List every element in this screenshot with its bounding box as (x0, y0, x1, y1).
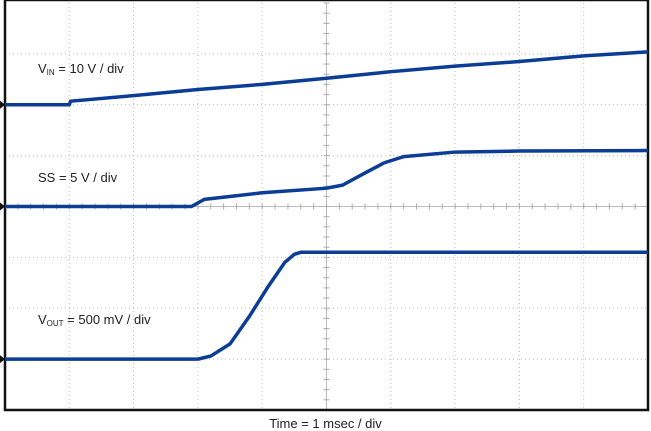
trace-ss (5, 148, 649, 209)
x-axis-label: Time = 1 msec / div (269, 416, 382, 431)
ground-marker-vin (0, 100, 5, 109)
ss-label: SS = 5 V / div (38, 170, 118, 185)
vout-label: VOUT = 500 mV / div (38, 312, 151, 328)
ground-marker-vout (0, 355, 5, 364)
trace-vout (5, 250, 648, 361)
trace-vin (5, 50, 649, 107)
vin-label: VIN = 10 V / div (38, 61, 124, 77)
ground-marker-ss (0, 202, 5, 211)
